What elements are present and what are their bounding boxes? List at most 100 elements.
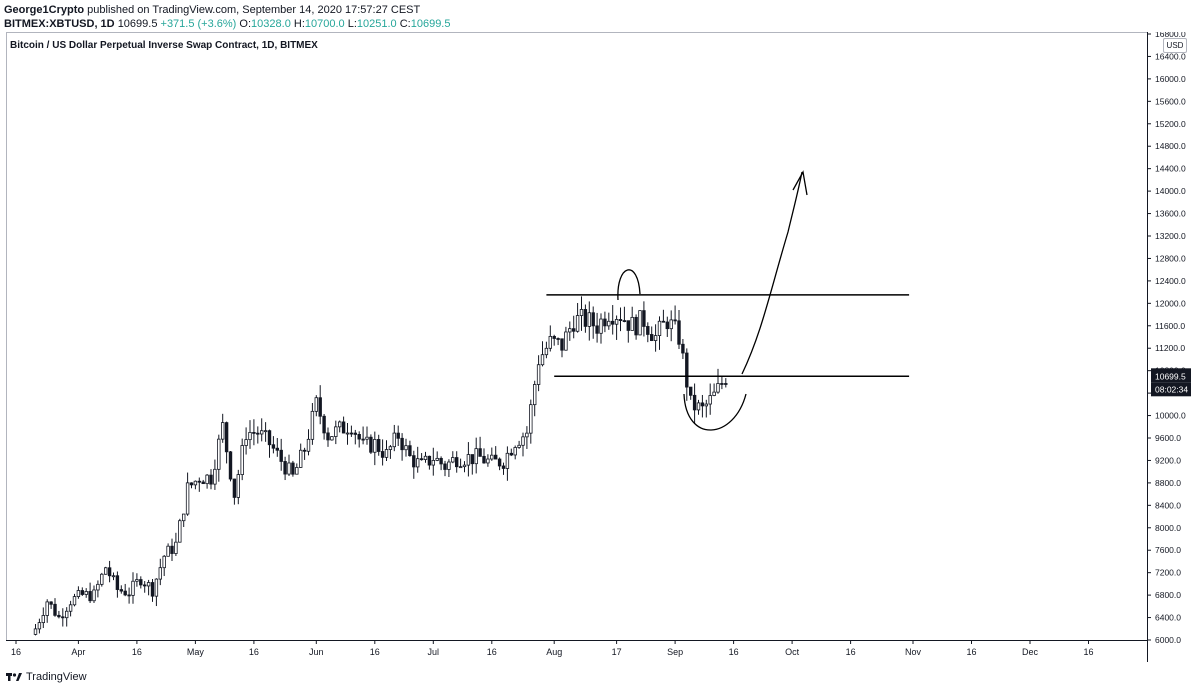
- open-value: 10328.0: [251, 18, 291, 30]
- candle-up: [587, 312, 591, 327]
- y-tick-label: 16000.0: [1155, 74, 1186, 84]
- y-tick-label: 14400.0: [1155, 164, 1186, 174]
- y-tick-label: 16800.0: [1155, 32, 1186, 39]
- x-tick-label: Dec: [1022, 647, 1039, 657]
- breakout-arrow-line: [741, 171, 803, 375]
- candle-down: [583, 309, 588, 327]
- candle-up: [599, 318, 603, 334]
- candle-up: [259, 430, 264, 435]
- candle-up: [244, 439, 248, 446]
- candle-up: [525, 432, 529, 438]
- candle-down: [685, 352, 689, 388]
- y-tick-label: 6000.0: [1155, 635, 1181, 645]
- candle-down: [439, 457, 443, 465]
- candle-up: [529, 404, 533, 434]
- y-tick-label: 14800.0: [1155, 141, 1186, 151]
- candle-up: [716, 383, 720, 393]
- candle-up: [544, 347, 549, 356]
- candle-down: [353, 432, 357, 435]
- y-tick-label: 12000.0: [1155, 298, 1186, 308]
- candle-up: [447, 461, 451, 470]
- candle-down: [267, 430, 272, 446]
- candle-down: [642, 310, 646, 327]
- candle-up: [146, 582, 151, 587]
- candle-up: [451, 457, 455, 463]
- x-tick-label: 16: [729, 647, 739, 657]
- candle-down: [57, 614, 61, 618]
- arrow-head: [792, 170, 808, 196]
- candle-up: [68, 604, 73, 612]
- candle-up: [248, 432, 252, 441]
- candle-down: [400, 437, 404, 451]
- candle-down: [369, 436, 373, 453]
- candle-down: [689, 386, 693, 396]
- bottom-cup-curve: [683, 393, 747, 431]
- symbol-label: BITMEX:XBTUSD, 1D: [4, 18, 115, 30]
- candle-down: [139, 579, 143, 586]
- countdown-label-bg: [1151, 382, 1191, 397]
- candle-down: [107, 567, 112, 577]
- candle-down: [720, 383, 724, 385]
- candle-down: [603, 318, 607, 327]
- y-tick-label: 9200.0: [1155, 455, 1181, 465]
- candle-up: [178, 520, 182, 543]
- candle-down: [197, 480, 201, 483]
- x-tick-label: Apr: [71, 647, 85, 657]
- y-tick-label: 6800.0: [1155, 590, 1181, 600]
- top-wick-circle: [617, 269, 641, 301]
- candle-up: [330, 436, 334, 441]
- candle-down: [626, 320, 630, 331]
- countdown-label: 08:02:34: [1155, 384, 1188, 394]
- candle-down: [412, 455, 416, 468]
- candle-down: [443, 463, 447, 470]
- candle-down: [611, 320, 615, 325]
- candle-up: [415, 458, 420, 468]
- price-chart[interactable]: Bitcoin / US Dollar Perpetual Inverse Sw…: [6, 32, 1194, 662]
- candle-up: [392, 432, 396, 448]
- x-tick-label: May: [187, 647, 205, 657]
- high-label: H:: [293, 18, 305, 30]
- last-price-label-bg: [1151, 368, 1191, 383]
- candle-up: [162, 555, 166, 569]
- candle-up: [306, 438, 311, 452]
- x-tick-label: 16: [132, 647, 142, 657]
- x-tick-label: 16: [487, 647, 497, 657]
- brand-name: TradingView: [26, 671, 87, 683]
- candle-up: [310, 410, 315, 440]
- candle-up: [181, 513, 186, 522]
- chart-area[interactable]: Bitcoin / US Dollar Perpetual Inverse Sw…: [6, 32, 1194, 662]
- candle-up: [154, 578, 159, 597]
- currency-badge[interactable]: USD: [1163, 38, 1187, 53]
- candle-up: [505, 452, 510, 469]
- candle-down: [665, 321, 669, 330]
- candle-up: [388, 446, 393, 450]
- low-value: 10251.0: [356, 18, 397, 30]
- candle-down: [396, 432, 400, 439]
- x-tick-label: Jul: [428, 647, 440, 657]
- candle-down: [376, 439, 381, 452]
- candle-down: [279, 449, 283, 462]
- author-name[interactable]: George1Crypto: [4, 4, 85, 16]
- candle-up: [373, 439, 377, 453]
- y-tick-label: 16400.0: [1155, 51, 1186, 61]
- candle-up: [217, 438, 221, 470]
- candle-down: [595, 325, 599, 334]
- x-tick-label: Jun: [309, 647, 324, 657]
- candle-up: [536, 364, 541, 385]
- candle-down: [119, 589, 123, 592]
- candle-up: [337, 421, 342, 428]
- candle-down: [357, 434, 361, 440]
- candle-down: [482, 455, 486, 464]
- candle-down: [493, 454, 498, 460]
- publish-info: published on TradingView.com, September …: [87, 4, 421, 16]
- candle-up: [614, 319, 619, 325]
- candle-up: [72, 596, 77, 606]
- y-tick-label: 7600.0: [1155, 545, 1181, 555]
- candle-up: [240, 445, 244, 476]
- candle-up: [33, 628, 38, 635]
- candle-down: [209, 474, 213, 485]
- plot-frame: [6, 32, 1148, 641]
- candle-up: [287, 462, 291, 475]
- candle-down: [61, 616, 65, 619]
- candle-down: [201, 481, 205, 485]
